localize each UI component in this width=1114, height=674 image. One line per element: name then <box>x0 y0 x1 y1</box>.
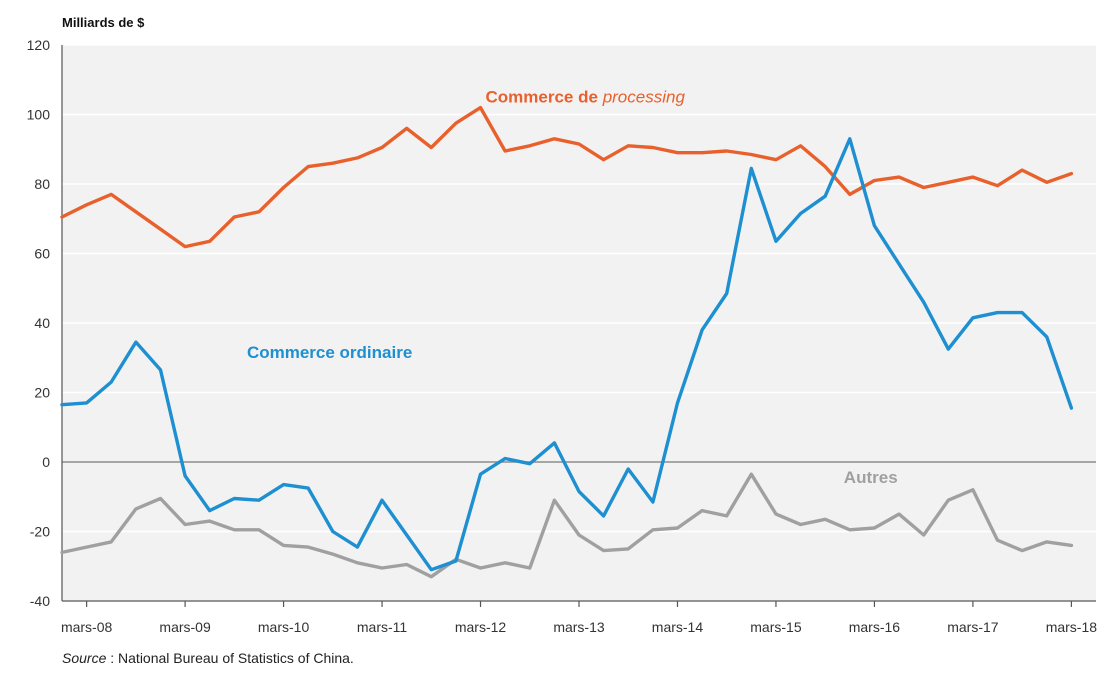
source-text: : National Bureau of Statistics of China… <box>106 650 354 666</box>
y-tick-label: 60 <box>34 246 50 262</box>
x-tick-label: mars-15 <box>750 619 802 635</box>
series-line-1 <box>60 137 1074 572</box>
series-labels: Commerce de processing Commerce ordinaire… <box>247 88 898 487</box>
y-tick-label: 20 <box>34 385 50 401</box>
series-line-2 <box>60 472 1074 579</box>
x-tick-label: mars-08 <box>61 619 113 635</box>
x-axis: mars-08 mars-09 mars-10 mars-11 mars-12 mars-… <box>61 600 1098 635</box>
x-tick-label: mars-09 <box>159 619 211 635</box>
source-key: Source <box>62 650 107 666</box>
series-label-1: Commerce ordinaire <box>247 343 412 362</box>
y-tick-label: 100 <box>27 107 51 123</box>
y-axis: -40 -20 0 20 40 60 80 100 120 <box>27 37 63 609</box>
x-tick-label: mars-11 <box>357 619 408 635</box>
x-tick-label: mars-10 <box>258 619 310 635</box>
x-tick-label: mars-18 <box>1046 619 1098 635</box>
x-tick-label: mars-17 <box>947 619 999 635</box>
series-line-0 <box>60 105 1074 249</box>
y-tick-label: -40 <box>30 593 50 609</box>
x-tick-label: mars-12 <box>455 619 507 635</box>
y-tick-label: 80 <box>34 176 50 192</box>
x-tick-label: mars-16 <box>849 619 901 635</box>
y-tick-label: 0 <box>42 454 50 470</box>
x-tick-label: mars-13 <box>553 619 605 635</box>
y-tick-label: 120 <box>27 37 51 53</box>
series-lines <box>60 105 1074 579</box>
y-tick-label: 40 <box>34 315 50 331</box>
source-note: Source : National Bureau of Statistics o… <box>62 650 354 666</box>
series-label-2: Autres <box>844 468 898 487</box>
y-tick-label: -20 <box>30 524 50 540</box>
series-label-0: Commerce de processing <box>486 88 686 107</box>
y-axis-label: Milliards de $ <box>62 15 145 30</box>
x-tick-label: mars-14 <box>652 619 704 635</box>
